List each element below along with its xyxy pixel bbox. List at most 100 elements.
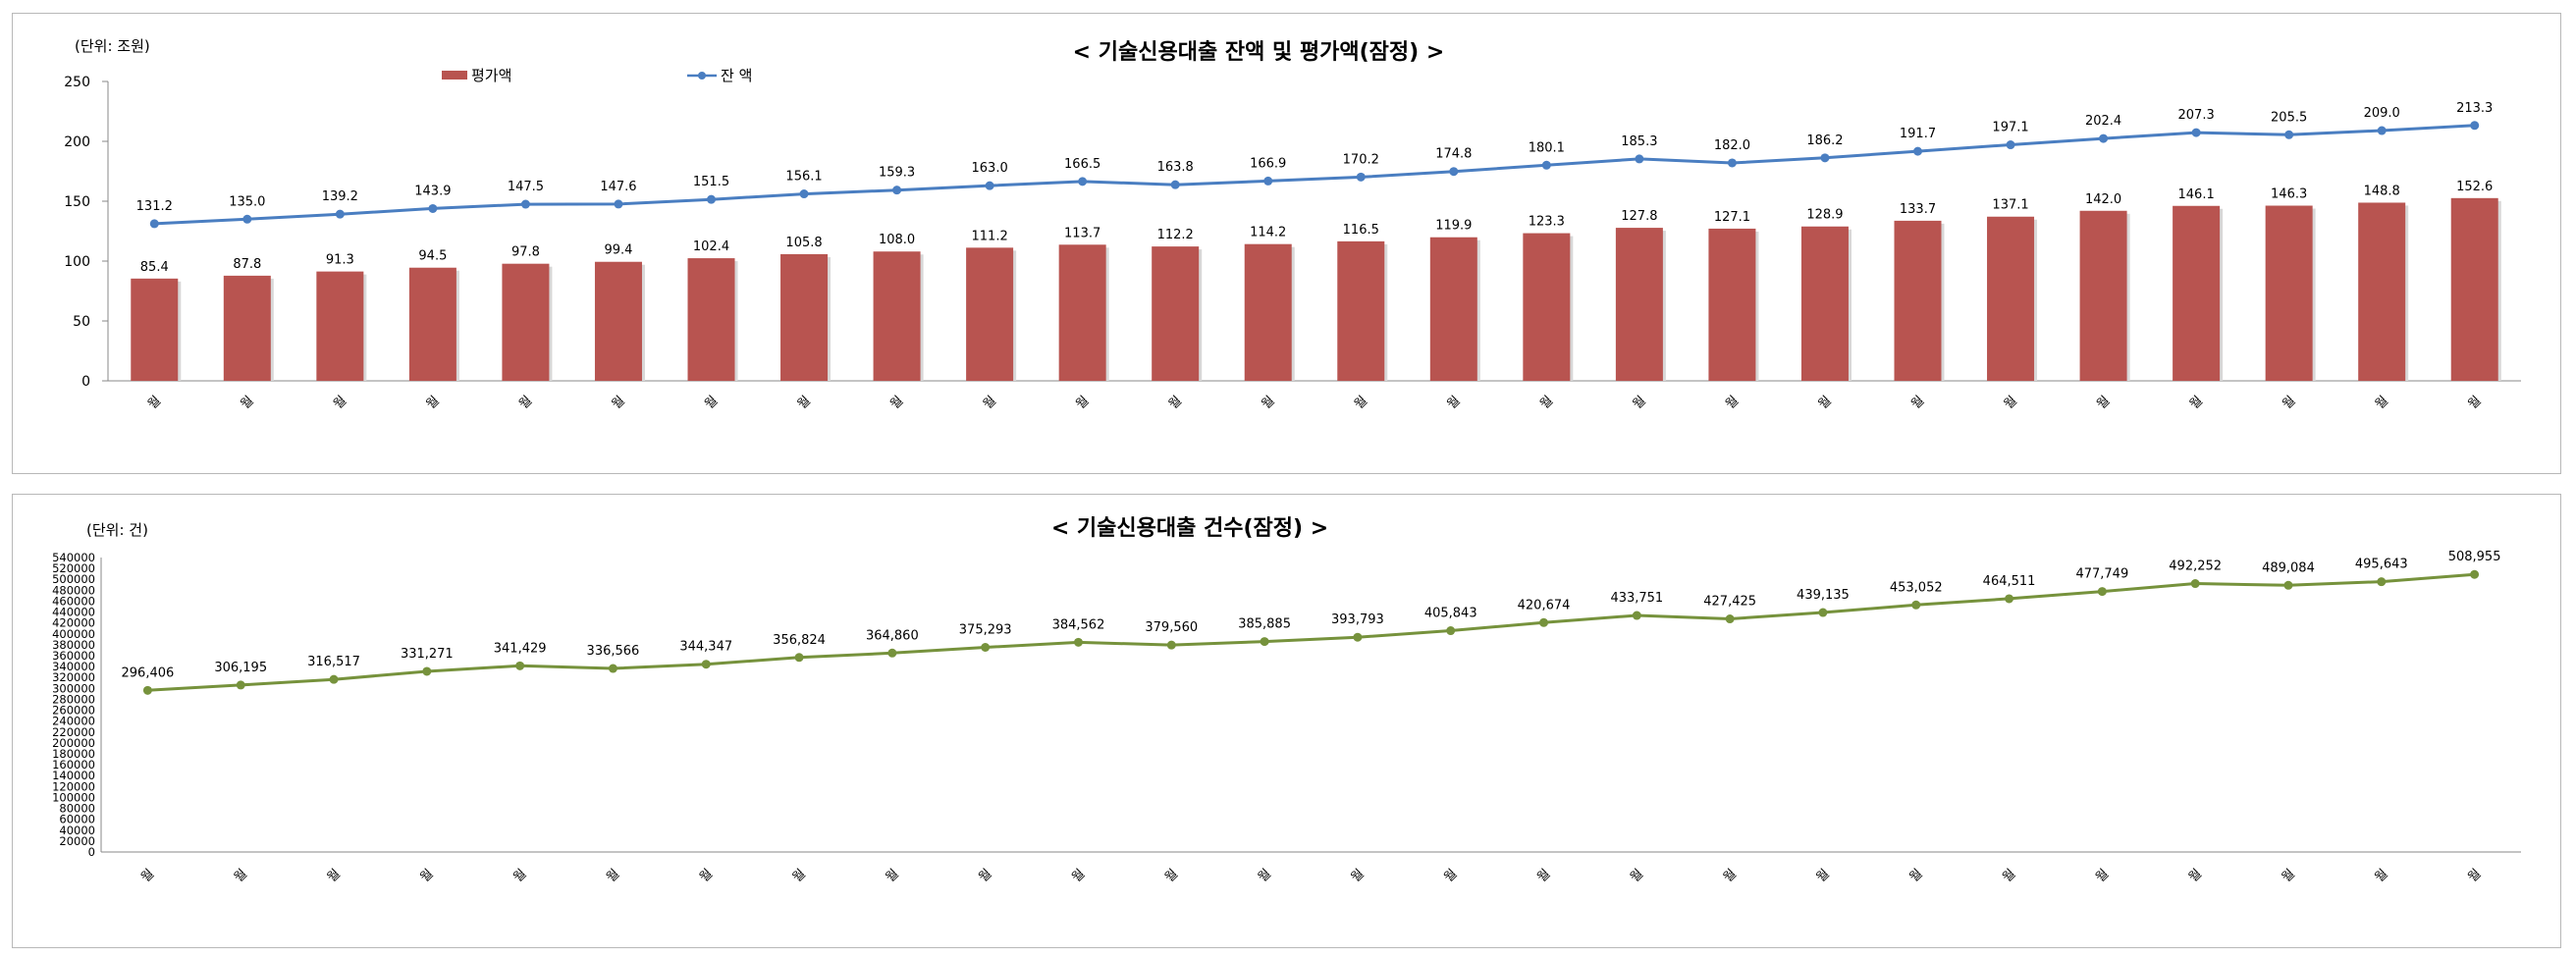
line-point <box>1725 614 1735 624</box>
unit-label: (단위: 건) <box>86 521 148 539</box>
bar-data-label: 105.8 <box>785 236 822 250</box>
line-point <box>236 680 245 690</box>
line-point <box>2097 587 2107 597</box>
line-point <box>1632 611 1641 620</box>
line-data-label: 316,517 <box>307 655 360 669</box>
line-data-label: 385,885 <box>1238 617 1291 632</box>
line-data-label: 159.3 <box>879 166 915 181</box>
line-data-label: 163.8 <box>1157 160 1194 175</box>
line-data-label: 205.5 <box>2271 110 2307 125</box>
y-tick-label: 480000 <box>52 583 95 597</box>
line-data-label: 166.9 <box>1250 156 1286 171</box>
bar <box>1244 243 1292 381</box>
count-chart-panel <box>12 494 2561 948</box>
line-point <box>2190 579 2200 589</box>
y-tick-label: 250 <box>64 75 90 90</box>
bar <box>1152 246 1200 381</box>
x-tick-label: 월 <box>1256 867 1274 885</box>
line-data-label: 384,562 <box>1052 617 1105 632</box>
line-data-label: 207.3 <box>2178 108 2215 123</box>
line-data-label: 439,135 <box>1797 588 1850 603</box>
line-data-label: 213.3 <box>2456 101 2493 116</box>
line-point <box>1073 637 1083 647</box>
line-point <box>428 203 438 213</box>
y-tick-label: 200000 <box>52 736 95 750</box>
bar-data-label: 112.2 <box>1157 228 1194 242</box>
y-tick-label: 60000 <box>59 813 95 826</box>
line-data-label: 508,955 <box>2448 550 2501 564</box>
line-point <box>608 664 617 673</box>
line-point <box>2377 126 2387 135</box>
line-point <box>799 189 809 199</box>
x-tick-label: 월 <box>884 867 902 885</box>
bar-data-label: 127.8 <box>1621 209 1657 224</box>
y-tick-label: 440000 <box>52 606 95 619</box>
bar <box>2265 205 2313 381</box>
line-point <box>1818 608 1828 617</box>
y-tick-label: 220000 <box>52 725 95 739</box>
y-tick-label: 50 <box>73 314 90 330</box>
bar <box>223 275 271 381</box>
line-data-label: 191.7 <box>1900 127 1936 141</box>
line-data-label: 296,406 <box>122 665 175 680</box>
line-data-label: 356,824 <box>773 633 826 648</box>
bar-data-label: 123.3 <box>1529 215 1565 230</box>
y-tick-label: 40000 <box>59 824 95 837</box>
line-point <box>1170 180 1180 189</box>
x-tick-label: 월 <box>1349 867 1368 885</box>
line-data-label: 135.0 <box>229 194 265 209</box>
bar-data-label: 102.4 <box>693 240 729 254</box>
line-data-label: 341,429 <box>494 641 547 656</box>
line-point <box>149 219 159 229</box>
x-tick-label: 월 <box>2093 867 2112 885</box>
line-data-label: 336,566 <box>587 644 640 659</box>
y-tick-label: 120000 <box>52 779 95 793</box>
bar-data-label: 142.0 <box>2085 192 2121 207</box>
x-tick-label: 월 <box>2373 867 2391 885</box>
bar-data-label: 146.1 <box>2178 187 2215 202</box>
y-tick-label: 100000 <box>52 790 95 804</box>
x-tick-label: 월 <box>1442 867 1461 885</box>
bar <box>873 251 921 381</box>
line-point <box>335 209 345 219</box>
line-data-label: 375,293 <box>959 623 1012 638</box>
x-tick-label: 월 <box>1162 867 1181 885</box>
line-point <box>515 661 525 670</box>
bar-data-label: 114.2 <box>1250 226 1286 240</box>
bar <box>408 267 456 381</box>
line-point <box>1820 153 1830 163</box>
x-tick-label: 월 <box>2280 867 2298 885</box>
y-tick-label: 300000 <box>52 681 95 695</box>
y-tick-label: 520000 <box>52 561 95 575</box>
line-data-label: 492,252 <box>2169 559 2222 574</box>
line-point <box>794 653 804 663</box>
line-point <box>2099 133 2109 143</box>
line-data-label: 170.2 <box>1343 152 1379 167</box>
line-point <box>2006 140 2015 150</box>
line-point <box>1635 154 1644 164</box>
line-data-label: 131.2 <box>136 199 173 214</box>
y-tick-label: 100 <box>64 254 90 270</box>
line-point <box>2005 594 2014 604</box>
line-point <box>887 648 897 658</box>
x-tick-label: 월 <box>1534 867 1553 885</box>
line-point <box>2470 121 2480 131</box>
line-point <box>2191 128 2201 137</box>
line-data-label: 495,643 <box>2355 558 2408 572</box>
line-data-label: 405,843 <box>1424 607 1477 621</box>
x-tick-label: 월 <box>1628 867 1646 885</box>
y-tick-label: 420000 <box>52 616 95 630</box>
line-data-label: 364,860 <box>866 628 919 643</box>
bar-data-label: 111.2 <box>972 229 1008 243</box>
line-data-label: 209.0 <box>2364 106 2400 121</box>
bar-data-label: 148.8 <box>2364 184 2400 198</box>
x-tick-label: 월 <box>2465 867 2484 885</box>
y-tick-label: 360000 <box>52 649 95 663</box>
line-point <box>1166 640 1176 650</box>
x-tick-label: 월 <box>418 867 437 885</box>
bar <box>1894 220 1942 381</box>
line-data-label: 202.4 <box>2085 114 2121 129</box>
x-tick-label: 월 <box>232 867 250 885</box>
line-data-label: 186.2 <box>1806 133 1843 148</box>
line-point <box>981 643 991 653</box>
